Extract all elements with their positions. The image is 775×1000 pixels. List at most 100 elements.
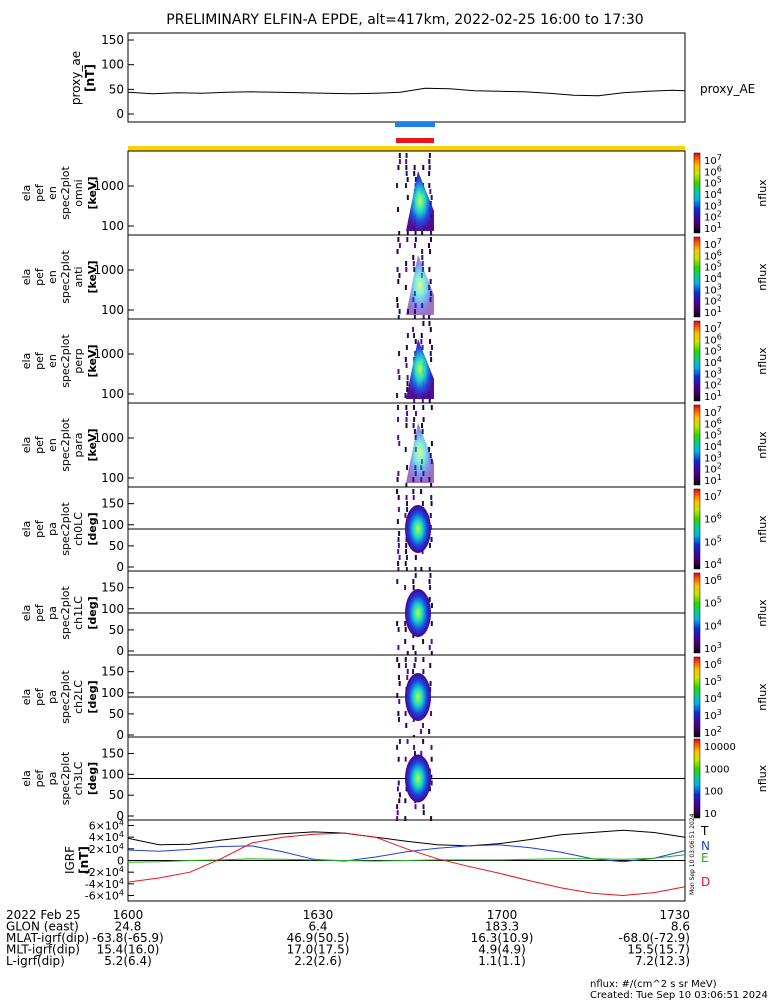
spectrogram-ylabel: ela xyxy=(20,437,33,454)
spectrogram-ylabel: [keV] xyxy=(86,428,99,461)
colorbar-tick-label: 102 xyxy=(704,378,722,392)
spectrogram-flux-blob xyxy=(406,339,434,399)
spectrogram-flux-blob xyxy=(405,589,431,637)
colorbar-label: nflux xyxy=(756,431,769,459)
colorbar-tick-label: 103 xyxy=(704,366,722,380)
spectrogram-ytick-label: 150 xyxy=(101,581,124,595)
spectrogram-ylabel: spec2plot xyxy=(59,670,72,724)
spectrogram-ylabel: pef xyxy=(33,435,46,454)
colorbar-tick-label: 107 xyxy=(704,237,722,251)
colorbar-tick-label: 10 xyxy=(704,809,717,820)
colorbar-tick-label: 105 xyxy=(704,344,722,358)
spectrogram-ytick-label: 100 xyxy=(101,602,124,616)
spectrogram-ytick-label: 100 xyxy=(101,387,124,401)
colorbar xyxy=(693,572,701,654)
indicator-bar-red xyxy=(396,138,434,143)
colorbar-tick-label: 102 xyxy=(704,462,722,476)
colorbar-tick-label: 104 xyxy=(704,691,722,705)
spectrogram-ylabel: ela xyxy=(20,185,33,202)
spectrogram-flux-blob xyxy=(406,423,434,483)
igrf-ytick-label: -6×104 xyxy=(85,889,124,903)
colorbar-tick-label: 107 xyxy=(704,321,722,335)
spectrogram-ylabel: en xyxy=(46,186,59,200)
colorbar-tick-label: 103 xyxy=(704,708,722,722)
spectrogram-ylabel: [deg] xyxy=(86,762,99,795)
ephemeris-value: -68.0(-72.9) xyxy=(619,931,690,945)
spectrogram-ytick-label: 0 xyxy=(116,560,124,574)
colorbar-tick-label: 104 xyxy=(704,439,722,453)
colorbar-label: nflux xyxy=(756,179,769,207)
figure-title: PRELIMINARY ELFIN-A EPDE, alt=417km, 202… xyxy=(166,12,643,28)
colorbar-tick-label: 106 xyxy=(704,512,722,526)
colorbar-tick-label: 101 xyxy=(704,473,722,487)
spectrogram-ylabel: en xyxy=(46,438,59,452)
colorbar-tick-label: 105 xyxy=(704,428,722,442)
spectrogram-data xyxy=(396,489,433,572)
spectrogram-ylabel: spec2plot xyxy=(59,418,72,472)
colorbar-tick-label: 106 xyxy=(704,573,722,587)
spectrogram-ylabel: spec2plot xyxy=(59,250,72,304)
colorbar-tick-label: 100 xyxy=(704,787,723,798)
colorbar-tick-label: 107 xyxy=(704,489,722,503)
ephemeris-value: 15.4(16.0) xyxy=(97,943,160,957)
colorbar-tick-label: 101 xyxy=(704,305,722,319)
colorbar-tick-label: 104 xyxy=(704,355,722,369)
spectrogram-data xyxy=(396,573,433,656)
spectrogram-ylabel: ch3LC xyxy=(72,761,85,795)
ephemeris-value: 17.0(17.5) xyxy=(287,943,350,957)
colorbar-tick-label: 103 xyxy=(704,198,722,212)
ephemeris-value: 1630 xyxy=(303,908,334,922)
spectrogram-ylabel: pef xyxy=(33,351,46,370)
proxy-ae-legend: proxy_AE xyxy=(700,82,755,96)
spectrogram-ylabel: ela xyxy=(20,521,33,538)
colorbar-tick-label: 105 xyxy=(704,534,722,548)
spectrogram-ylabel: pa xyxy=(46,606,59,620)
units-note: nflux: #/(cm^2 s sr MeV) xyxy=(590,979,717,990)
ephemeris-value: -63.8(-65.9) xyxy=(92,931,163,945)
spectrogram-ylabel: perp xyxy=(72,348,85,373)
igrf-ytick-label: 2×104 xyxy=(89,842,124,856)
colorbar-label: nflux xyxy=(756,599,769,627)
igrf-ylabel: IGRF xyxy=(63,846,77,874)
igrf-series-d xyxy=(127,832,686,897)
spectrogram-panel-ch1lc: 150 100 50 0 ela pef pa spec2plot ch1LC [deg] 106 1… xyxy=(20,570,769,658)
spectrogram-ylabel: spec2plot xyxy=(59,502,72,556)
colorbar xyxy=(693,656,701,738)
spectrogram-ylabel: ch2LC xyxy=(72,680,85,714)
colorbar-label: nflux xyxy=(756,263,769,291)
ephemeris-value: 183.3 xyxy=(485,920,519,934)
igrf-legend-e: E xyxy=(701,851,709,865)
igrf-series-t xyxy=(127,829,686,847)
spectrogram-ylabel: pa xyxy=(46,690,59,704)
spectrogram-flux-blob xyxy=(406,255,434,315)
igrf-ytick-label: 4×104 xyxy=(89,830,124,844)
colorbar-tick-label: 101 xyxy=(704,221,722,235)
spectrogram-ytick-label: 1000 xyxy=(93,347,124,361)
colorbar-tick-label: 107 xyxy=(704,153,722,167)
proxy-ae-yticks: 150 100 50 0 xyxy=(101,33,134,121)
spectrogram-ylabel: pef xyxy=(33,769,46,788)
igrf-legend-t: T xyxy=(700,824,709,838)
colorbar xyxy=(693,320,701,402)
spectrogram-panel-ch0lc: 150 100 50 0 ela pef pa spec2plot ch0LC [deg] 107 1… xyxy=(20,486,769,574)
colorbar-tick-label: 104 xyxy=(704,618,722,632)
indicator-bar-blue xyxy=(395,122,435,127)
colorbar-tick-label: 105 xyxy=(704,176,722,190)
proxy-ae-series-line xyxy=(127,87,686,97)
spectrogram-ytick-label: 150 xyxy=(101,665,124,679)
spectrogram-data xyxy=(396,237,434,320)
spectrogram-ylabel: pa xyxy=(46,772,59,786)
ephemeris-value: 7.2(12.3) xyxy=(635,954,690,968)
ephemeris-value: 1730 xyxy=(659,908,690,922)
colorbar-tick-label: 105 xyxy=(704,260,722,274)
ephemeris-value: 1.1(1.1) xyxy=(478,954,526,968)
igrf-ytick-label: 0 xyxy=(117,855,124,868)
spectrogram-ylabel: pef xyxy=(33,519,46,538)
spectrogram-ylabel: para xyxy=(72,433,85,458)
spectrogram-frame xyxy=(127,234,686,320)
